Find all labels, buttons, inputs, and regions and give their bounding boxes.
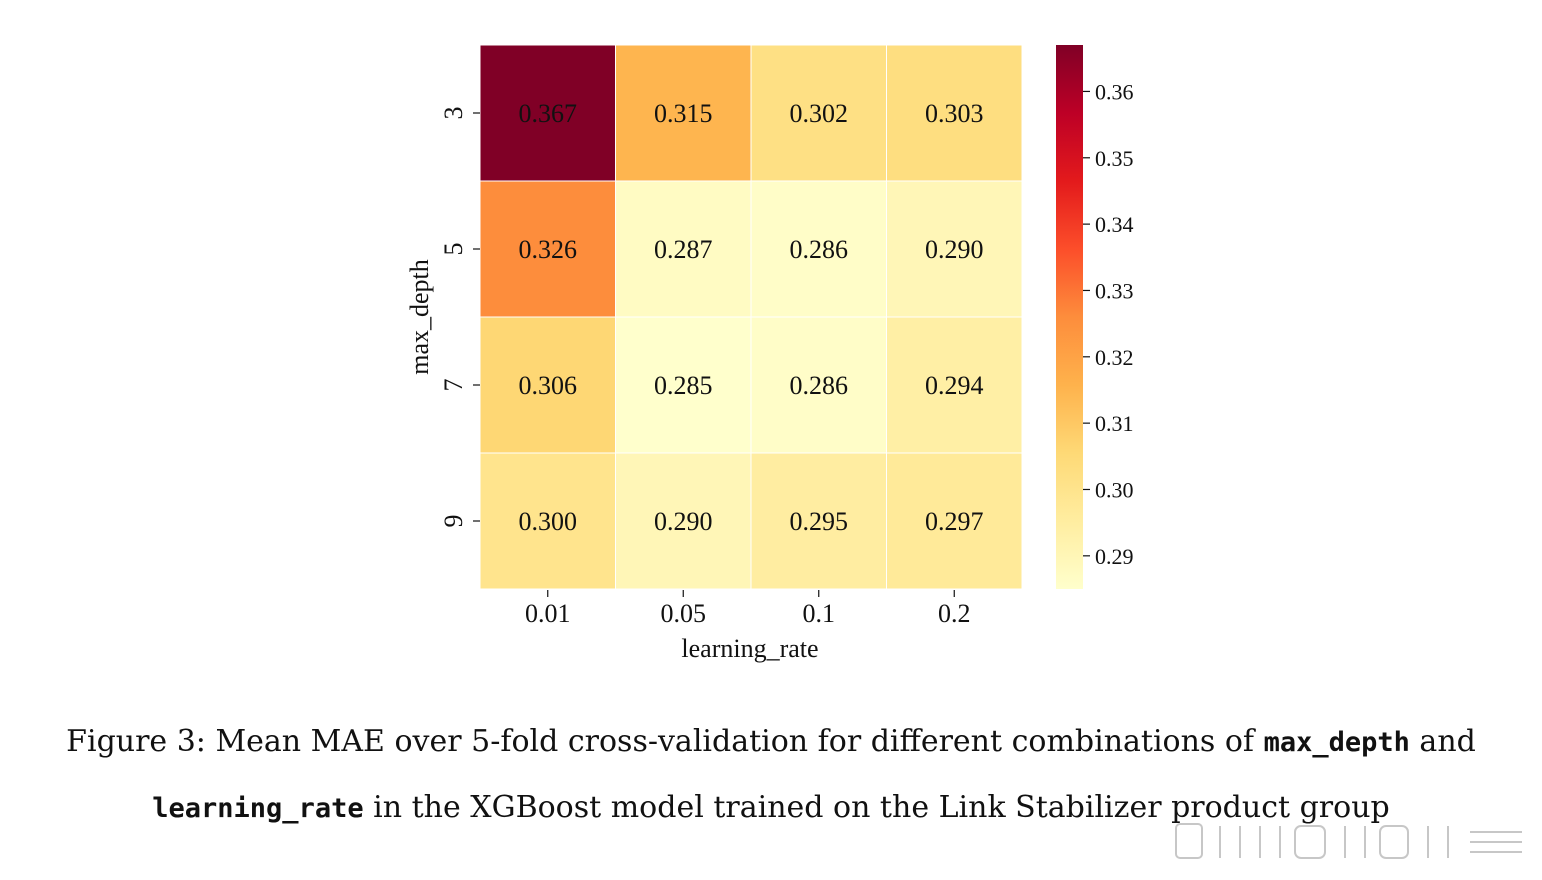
y-tick-label: 3 [439,107,468,120]
heatmap-cell-value: 0.300 [519,507,578,536]
x-axis-ticks: 0.01 0.05 0.1 0.2 [525,590,971,628]
heatmap-cell-value: 0.326 [519,235,578,264]
colorbar [1056,45,1083,589]
heatmap-cell-value: 0.302 [790,99,849,128]
caption-code-max-depth: max_depth [1263,727,1410,758]
colorbar-ticks: 0.29 0.30 0.31 0.32 0.33 0.34 0.35 0.36 [1083,79,1134,569]
y-axis-ticks: 3 5 7 9 [439,107,480,528]
heatmap-cell [750,452,887,590]
colorbar-tick-label: 0.34 [1095,212,1134,237]
y-tick-label: 7 [439,379,468,392]
heatmap-cell [615,44,752,182]
heatmap-cell-value: 0.287 [654,235,713,264]
caption-text: Figure 3: Mean MAE over 5-fold cross-val… [66,724,1264,759]
caption-text-rest: in the XGBoost model trained on the Link… [363,790,1390,825]
heatmap-cell [615,316,752,454]
figure-caption-line-1: Figure 3: Mean MAE over 5-fold cross-val… [0,724,1542,759]
colorbar-tick-label: 0.35 [1095,146,1134,171]
colorbar-tick-label: 0.36 [1095,79,1134,104]
heatmap-cell-value: 0.295 [790,507,849,536]
heatmap-cells: 0.367 0.315 0.302 0.303 0.326 0.287 0.286 0.290… [479,44,1023,590]
heatmap-cell-value: 0.303 [925,99,984,128]
heatmap-cell [886,316,1023,454]
heatmap-cell [886,44,1023,182]
figure-caption-line-2: learning_rate in the XGBoost model train… [0,790,1542,825]
colorbar-tick-label: 0.29 [1095,544,1134,569]
heatmap-cell-value: 0.306 [519,371,578,400]
caption-text-and: and [1409,724,1476,759]
heatmap-cell-value: 0.297 [925,507,984,536]
watermark-logo [1175,823,1522,859]
x-tick-label: 0.05 [661,599,707,628]
colorbar-tick-label: 0.33 [1095,278,1134,303]
heatmap-cell-value: 0.286 [790,371,849,400]
y-axis-label: max_depth [405,259,434,375]
x-tick-label: 0.01 [525,599,571,628]
heatmap-cell-value: 0.367 [519,99,578,128]
heatmap-cell-value: 0.315 [654,99,713,128]
x-axis-label: learning_rate [681,634,818,663]
heatmap-cell-value: 0.294 [925,371,984,400]
heatmap-cell-value: 0.290 [654,507,713,536]
heatmap-cell [615,180,752,318]
colorbar-tick-label: 0.31 [1095,411,1134,436]
heatmap-cell [615,452,752,590]
colorbar-tick-label: 0.30 [1095,477,1134,502]
colorbar-tick-label: 0.32 [1095,345,1134,370]
y-tick-label: 5 [439,243,468,256]
x-tick-label: 0.2 [938,599,971,628]
heatmap-cell [479,44,616,182]
heatmap-cell [479,452,616,590]
heatmap-cell-value: 0.285 [654,371,713,400]
heatmap-cell-value: 0.286 [790,235,849,264]
caption-code-learning-rate: learning_rate [152,793,364,824]
y-tick-label: 9 [439,515,468,528]
heatmap-cell [479,180,616,318]
heatmap-cell-value: 0.290 [925,235,984,264]
heatmap-cell [886,452,1023,590]
x-tick-label: 0.1 [803,599,836,628]
heatmap-cell [750,44,887,182]
heatmap-cell [886,180,1023,318]
